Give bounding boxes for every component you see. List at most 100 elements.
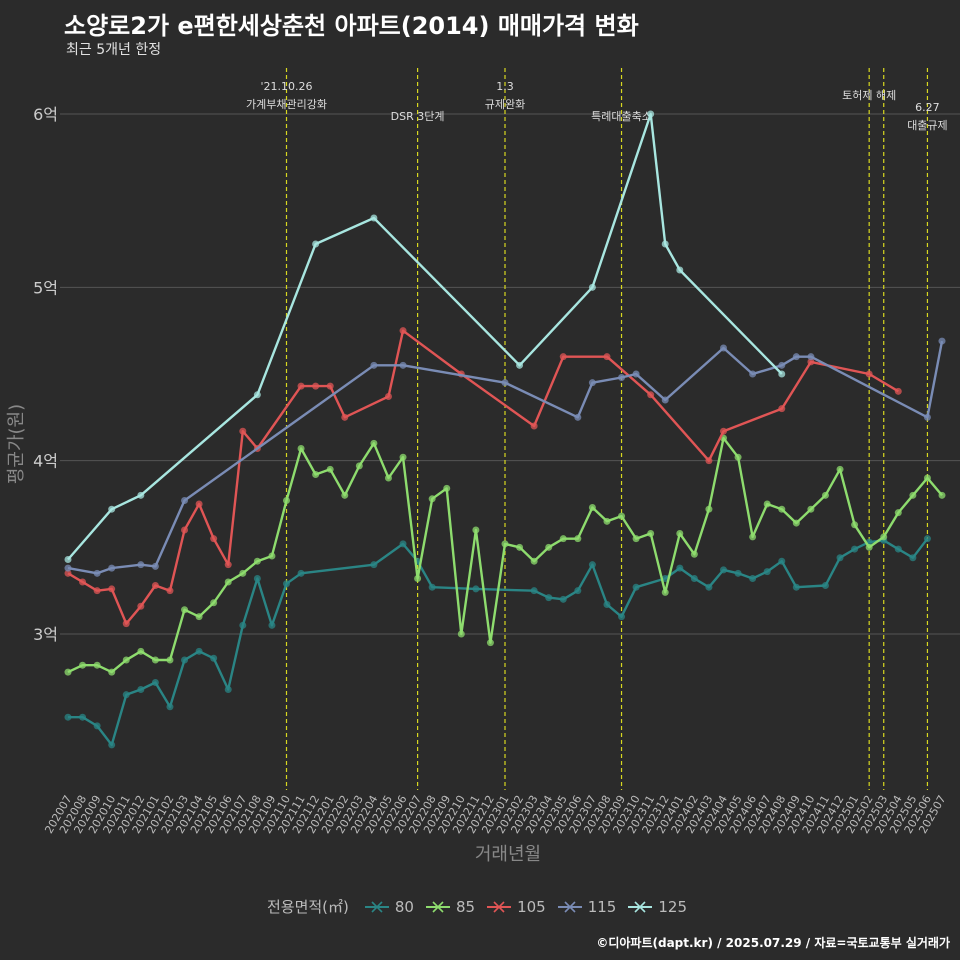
data-point	[923, 413, 931, 421]
data-point	[210, 654, 218, 662]
legend-label: 105	[517, 897, 546, 916]
data-point	[574, 587, 582, 595]
y-axis-label: 평균가(원)	[6, 404, 27, 484]
data-point	[297, 382, 305, 390]
grid-layer	[60, 113, 960, 635]
data-point	[923, 474, 931, 482]
data-point	[705, 583, 713, 591]
data-point	[108, 564, 116, 572]
data-point	[632, 583, 640, 591]
data-point	[501, 379, 509, 387]
legend-item-80: 80	[364, 898, 414, 916]
data-point	[865, 543, 873, 551]
data-point	[632, 370, 640, 378]
event-label: 가계부채관리강화	[246, 98, 327, 111]
event-label: 대출규제	[907, 119, 947, 132]
data-point	[166, 656, 174, 664]
data-point	[909, 554, 917, 562]
data-point	[137, 602, 145, 610]
data-point	[647, 391, 655, 399]
data-point	[923, 535, 931, 543]
data-point	[224, 561, 232, 569]
data-point	[79, 661, 87, 669]
data-point	[938, 337, 946, 345]
data-point	[224, 578, 232, 586]
data-point	[588, 503, 596, 511]
event-label: 1.3	[496, 80, 514, 93]
data-point	[151, 679, 159, 687]
data-point	[792, 583, 800, 591]
data-point	[181, 526, 189, 534]
data-point	[137, 647, 145, 655]
data-point	[326, 382, 334, 390]
data-point	[312, 382, 320, 390]
legend-title: 전용면적(㎡)	[266, 898, 349, 916]
data-point	[618, 613, 626, 621]
data-point	[821, 491, 829, 499]
data-point	[283, 580, 290, 588]
legend-key-icon	[628, 900, 653, 913]
data-point	[486, 639, 494, 647]
data-point	[720, 427, 727, 435]
legend-item-105: 105	[487, 898, 546, 916]
data-point	[151, 562, 159, 570]
data-point	[472, 526, 480, 534]
data-point	[93, 722, 101, 730]
data-point	[559, 535, 567, 543]
data-point	[705, 505, 713, 513]
event-label: 특례대출축소	[591, 110, 652, 123]
series-85	[64, 434, 946, 676]
data-point	[530, 422, 538, 430]
data-point	[749, 533, 757, 541]
data-point	[530, 557, 538, 565]
data-point	[268, 552, 276, 560]
data-point	[399, 453, 407, 461]
data-point	[821, 581, 829, 589]
data-point	[79, 713, 87, 721]
data-point	[93, 661, 101, 669]
data-point	[588, 379, 596, 387]
data-point	[618, 373, 626, 381]
data-point	[253, 391, 261, 399]
data-point	[661, 588, 669, 596]
data-point	[647, 110, 655, 118]
data-point	[618, 512, 626, 520]
data-point	[865, 370, 873, 378]
event-label: 6.27	[915, 101, 940, 114]
data-point	[414, 575, 422, 583]
data-point	[501, 540, 509, 548]
data-point	[647, 529, 655, 537]
data-point	[792, 519, 800, 527]
data-point	[297, 445, 305, 453]
data-point	[705, 457, 713, 465]
event-label: '21.10.26	[260, 80, 312, 93]
series-125	[64, 110, 786, 563]
data-point	[137, 561, 145, 569]
data-point	[122, 656, 130, 664]
data-point	[588, 283, 596, 291]
data-point	[574, 413, 582, 421]
data-point	[676, 564, 684, 572]
legend-key-icon	[364, 900, 389, 913]
series-line-125	[67, 112, 783, 561]
data-point	[778, 361, 786, 369]
data-point	[370, 361, 378, 369]
data-point	[749, 575, 757, 583]
data-point	[370, 439, 378, 447]
data-point	[516, 361, 524, 369]
data-point	[778, 370, 786, 378]
data-point	[428, 495, 436, 503]
data-point	[326, 465, 334, 473]
data-point	[108, 585, 116, 593]
data-point	[108, 668, 116, 676]
data-point	[807, 505, 815, 513]
legend-item-115: 115	[557, 898, 616, 916]
data-point	[195, 500, 203, 508]
data-point	[151, 656, 159, 664]
data-point	[370, 561, 378, 569]
data-point	[603, 517, 611, 525]
data-point	[778, 405, 786, 413]
data-point	[384, 474, 392, 482]
